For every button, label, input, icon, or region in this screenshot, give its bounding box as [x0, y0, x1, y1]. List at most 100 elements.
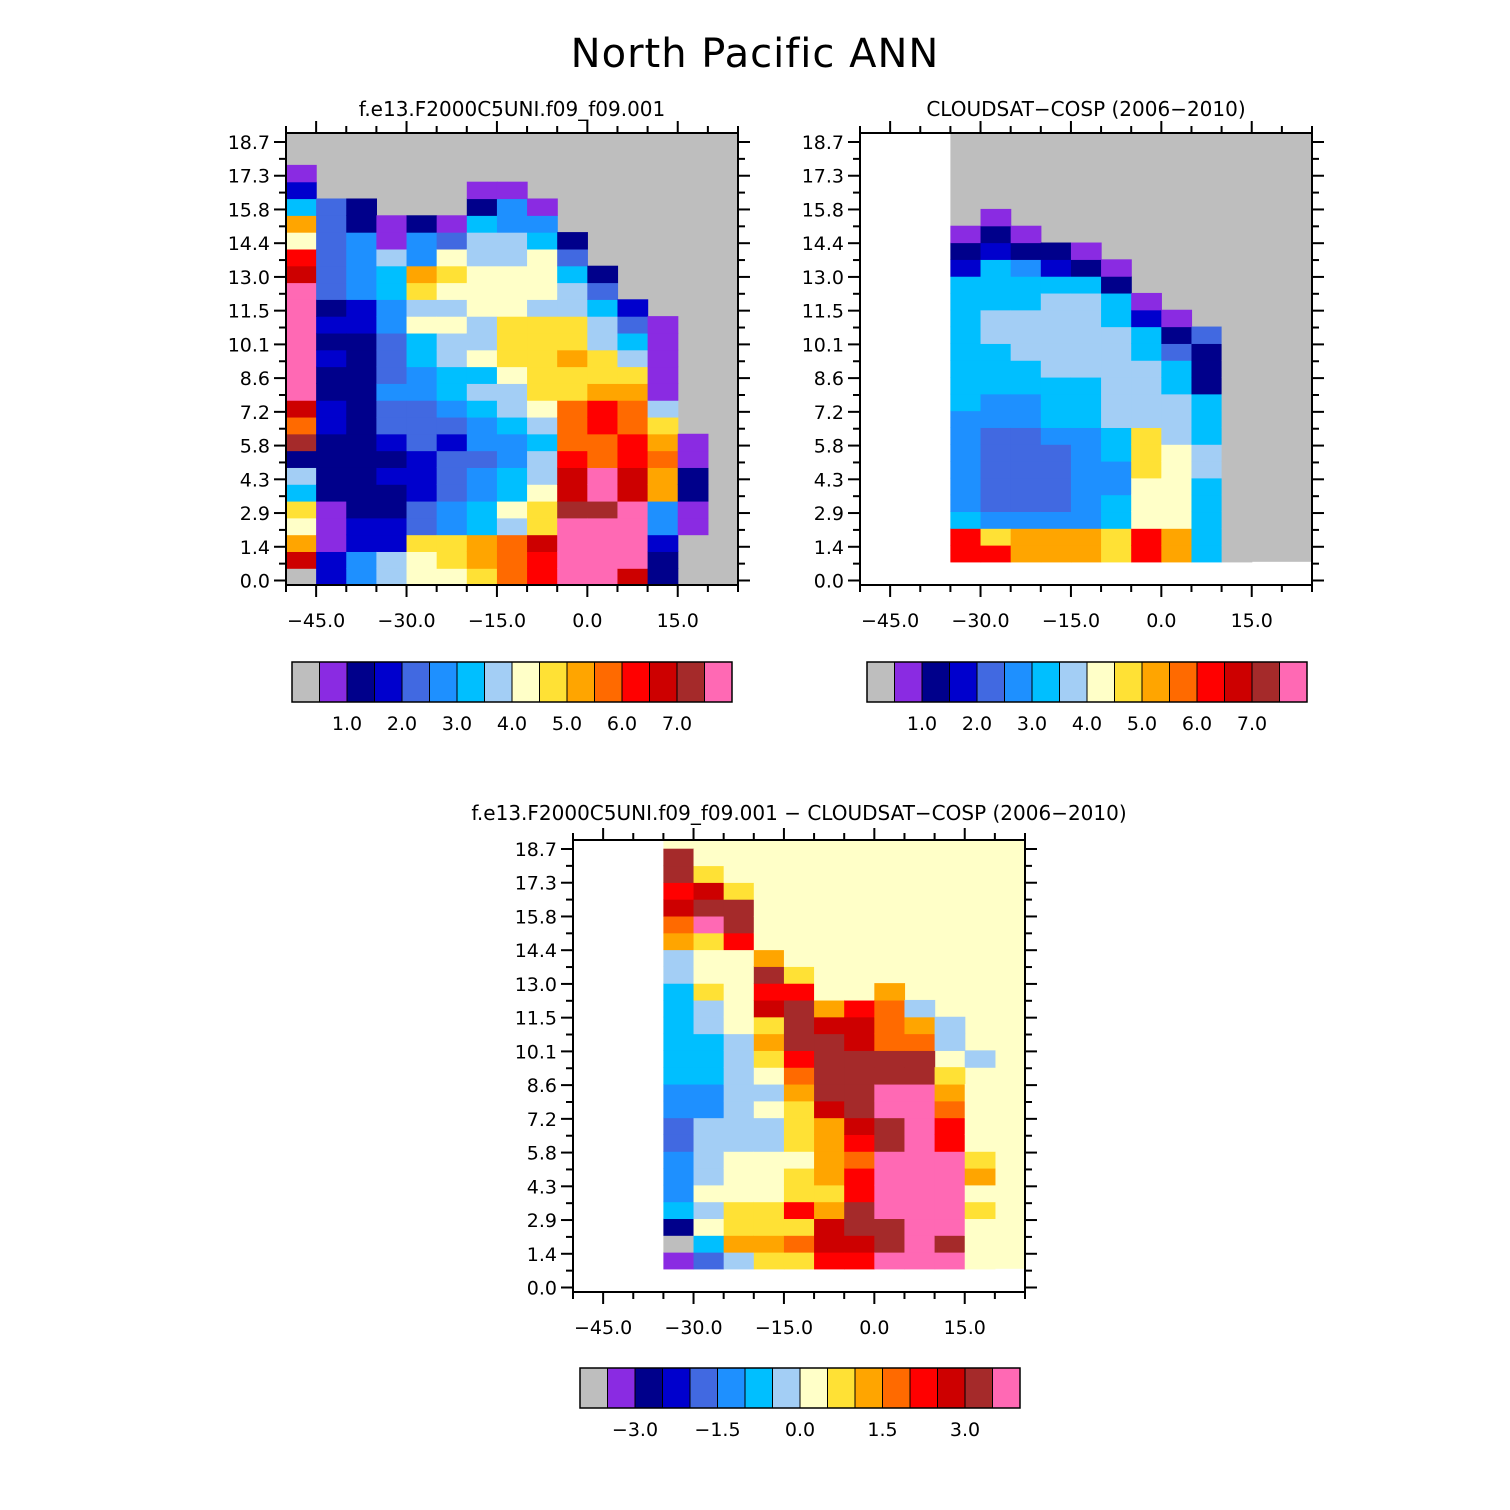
- plot-frame: [285, 132, 739, 586]
- heatmap-cell: [466, 282, 498, 300]
- heatmap-cell: [466, 316, 498, 334]
- y-tick-label: 8.6: [240, 368, 270, 390]
- heatmap-cell: [496, 332, 528, 351]
- heatmap-cell: [1010, 292, 1042, 311]
- heatmap-cell: [436, 316, 468, 334]
- heatmap-cell: [844, 1117, 875, 1135]
- heatmap-cell: [783, 1033, 815, 1051]
- heatmap-cell: [527, 467, 558, 485]
- heatmap-cell: [964, 1252, 996, 1270]
- heatmap-cell: [286, 400, 317, 418]
- heatmap-cell: [557, 282, 588, 300]
- heatmap-cell: [496, 568, 528, 586]
- heatmap-cell: [286, 450, 317, 468]
- heatmap-cell: [964, 1100, 996, 1119]
- heatmap-cell: [466, 232, 498, 250]
- heatmap-cell: [663, 899, 695, 917]
- heatmap-cell: [723, 1218, 755, 1236]
- heatmap-cell: [496, 500, 528, 519]
- heatmap-cell: [753, 1083, 785, 1102]
- colorbar-box: [992, 1367, 1021, 1409]
- heatmap-cell: [753, 1050, 785, 1068]
- heatmap-cell: [1010, 528, 1042, 546]
- colorbar-box: [921, 661, 950, 703]
- heatmap-cell: [316, 450, 347, 468]
- heatmap-cell: [647, 332, 679, 351]
- heatmap-cell: [950, 477, 982, 496]
- heatmap-cell: [346, 568, 377, 586]
- heatmap-cell: [286, 299, 317, 317]
- heatmap-cell: [844, 1252, 875, 1270]
- heatmap-cell: [753, 1201, 785, 1220]
- heatmap-cell: [980, 309, 1012, 328]
- heatmap-cell: [980, 545, 1012, 563]
- x-tick-label: −15.0: [755, 1317, 813, 1339]
- heatmap-cell: [587, 299, 619, 317]
- heatmap-cell: [874, 1218, 906, 1236]
- heatmap-cell: [286, 198, 317, 216]
- heatmap-cell: [723, 1100, 755, 1119]
- x-tick-label: −15.0: [468, 610, 526, 632]
- heatmap-cell: [466, 484, 498, 502]
- heatmap-cell: [1191, 494, 1223, 513]
- heatmap-cell: [964, 1201, 996, 1220]
- heatmap-cell: [1070, 326, 1102, 344]
- heatmap-cell: [783, 1167, 815, 1186]
- colorbar-label: 6.0: [1182, 713, 1212, 735]
- colorbar-box: [511, 661, 540, 703]
- heatmap-cell: [376, 400, 408, 418]
- heatmap-cell: [316, 500, 347, 519]
- heatmap-cell: [783, 1134, 815, 1152]
- heatmap-cell: [1040, 511, 1072, 529]
- heatmap-cell: [557, 299, 588, 317]
- heatmap-cell: [964, 1151, 996, 1169]
- heatmap-cell: [436, 416, 468, 435]
- heatmap-cell: [617, 500, 649, 519]
- heatmap-cell: [1040, 242, 1072, 260]
- heatmap-cell: [723, 999, 755, 1018]
- heatmap-cell: [693, 1167, 725, 1186]
- heatmap-cell: [1161, 376, 1193, 395]
- colorbar-box: [539, 661, 568, 703]
- heatmap-cell: [466, 450, 498, 468]
- x-tick-label: 15.0: [1231, 610, 1273, 632]
- heatmap-cell: [844, 1083, 875, 1102]
- colorbar-box: [1169, 661, 1198, 703]
- heatmap-cell: [376, 265, 408, 284]
- heatmap-cell: [814, 1100, 845, 1119]
- heatmap-cell: [557, 551, 588, 569]
- heatmap-cell: [874, 1050, 906, 1068]
- y-tick-label: 8.6: [814, 368, 844, 390]
- heatmap-cell: [723, 1201, 755, 1220]
- heatmap-cell: [406, 450, 438, 468]
- heatmap-cell: [693, 865, 725, 883]
- heatmap-cell: [647, 534, 679, 552]
- heatmap-cell: [844, 1016, 875, 1035]
- heatmap-cell: [783, 983, 815, 1001]
- heatmap-cell: [1070, 309, 1102, 328]
- figure-title: North Pacific ANN: [571, 31, 940, 77]
- heatmap-cell: [587, 467, 619, 485]
- heatmap-cell: [950, 242, 982, 260]
- heatmap-cell: [466, 517, 498, 536]
- heatmap-cell: [693, 1134, 725, 1152]
- heatmap-cell: [844, 1184, 875, 1203]
- y-tick-label: 8.6: [527, 1075, 557, 1097]
- heatmap-cell: [950, 410, 982, 428]
- heatmap-cell: [346, 232, 377, 250]
- heatmap-cell: [527, 400, 558, 418]
- heatmap-cell: [1131, 528, 1162, 546]
- x-tick-label: −45.0: [861, 610, 919, 632]
- heatmap-cell: [693, 949, 725, 967]
- heatmap-cell: [436, 500, 468, 519]
- colorbar-box: [949, 661, 978, 703]
- heatmap-cell: [1040, 528, 1072, 546]
- heatmap-cell: [346, 450, 377, 468]
- heatmap-cell: [527, 198, 558, 216]
- heatmap-cell: [753, 1016, 785, 1035]
- heatmap-cell: [527, 551, 558, 569]
- heatmap-cell: [647, 433, 679, 452]
- heatmap-cell: [1040, 444, 1072, 462]
- colorbar-box: [662, 1367, 691, 1409]
- heatmap-cell: [1101, 360, 1132, 378]
